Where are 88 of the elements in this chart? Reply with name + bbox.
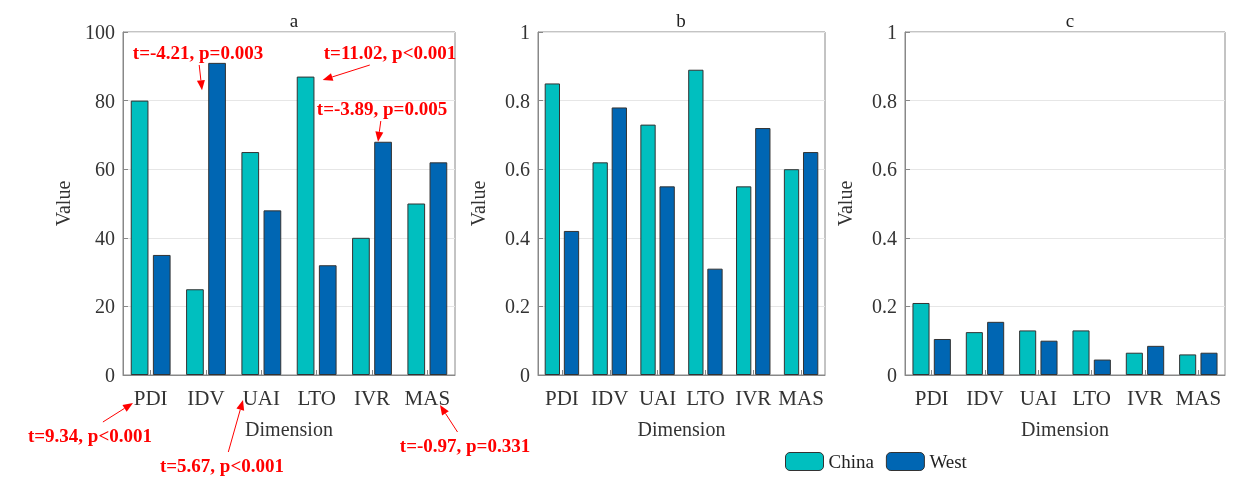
y-tick-label: 1 — [520, 21, 530, 43]
y-tick-label: 0.6 — [505, 158, 530, 181]
y-tick-label: 0.8 — [505, 89, 530, 112]
bar — [640, 124, 656, 375]
chart-title: c — [1065, 10, 1075, 31]
y-tick-label: 80 — [95, 89, 115, 112]
bar — [241, 152, 260, 375]
bar — [1179, 354, 1197, 375]
x-tick-label: MAS — [778, 385, 824, 410]
bar — [592, 162, 608, 375]
x-tick-label: MAS — [404, 385, 451, 410]
x-tick-label: IDV — [966, 385, 1004, 410]
bar — [736, 186, 752, 375]
bar — [318, 265, 337, 375]
bar — [208, 62, 226, 375]
bar — [965, 332, 983, 375]
y-tick-label: 0 — [520, 364, 530, 386]
x-tick-label: LTO — [686, 385, 725, 410]
bar — [933, 338, 951, 375]
bar — [1125, 352, 1143, 375]
bar — [429, 162, 448, 375]
chart-title: a — [289, 10, 299, 31]
x-tick-label: PDI — [544, 385, 579, 410]
bar — [352, 237, 370, 375]
bar — [987, 321, 1005, 375]
bar — [152, 254, 171, 375]
bar — [912, 302, 930, 375]
bar — [783, 169, 800, 375]
x-tick-label: UAI — [638, 385, 677, 410]
bar — [130, 100, 149, 375]
x-tick-label: IDV — [591, 385, 629, 410]
bar — [1147, 345, 1165, 375]
bar — [755, 128, 771, 375]
bar — [186, 289, 204, 375]
y-axis-title: Value — [467, 180, 489, 227]
y-tick-label: 0.4 — [872, 226, 897, 249]
y-tick-label: 0.4 — [505, 226, 530, 249]
y-axis-title: Value — [52, 180, 74, 227]
bar — [1200, 352, 1218, 375]
x-axis-title: Dimension — [245, 418, 333, 440]
bar — [688, 69, 704, 375]
text: t=-0.97, p=0.331 — [399, 434, 531, 456]
annotation: t=-4.21, p=0.003 — [132, 41, 264, 63]
x-tick-label: IVR — [735, 385, 772, 410]
x-tick-label: IVR — [353, 385, 391, 410]
bar — [707, 268, 723, 375]
text: t=9.34, p<0.001 — [27, 424, 153, 446]
y-tick-label: 20 — [95, 295, 115, 318]
bar — [611, 107, 627, 375]
x-tick-label: PDI — [914, 385, 949, 410]
y-tick-label: 60 — [95, 158, 115, 181]
bar — [544, 83, 560, 375]
y-tick-label: 0.2 — [505, 295, 530, 318]
bar — [296, 76, 315, 375]
y-tick-label: 0.2 — [872, 295, 897, 318]
bar — [563, 230, 580, 375]
chart-title: b — [676, 10, 686, 31]
x-tick-label: LTO — [1072, 385, 1111, 410]
legend-label: China — [828, 451, 875, 472]
legend-label: West — [929, 451, 968, 472]
x-tick-label: MAS — [1175, 385, 1222, 410]
bar — [263, 210, 282, 375]
y-tick-label: 0 — [887, 364, 897, 386]
x-tick-label: UAI — [242, 385, 280, 410]
bar — [407, 203, 426, 375]
x-tick-label: PDI — [133, 385, 168, 410]
x-tick-label: IDV — [187, 385, 225, 410]
bar — [1040, 340, 1058, 375]
x-axis-title: Dimension — [1021, 418, 1109, 440]
bar — [1019, 330, 1037, 375]
bar — [1072, 330, 1090, 375]
y-axis-title: Value — [834, 180, 856, 227]
y-tick-label: 100 — [85, 21, 115, 43]
y-tick-label: 0.6 — [872, 158, 897, 181]
x-axis-title: Dimension — [637, 418, 726, 440]
bar — [1093, 359, 1111, 375]
annotation: t=11.02, p<0.001 — [323, 41, 457, 63]
y-tick-label: 0 — [105, 364, 115, 386]
x-tick-label: IVR — [1126, 385, 1164, 410]
text: t=5.67, p<0.001 — [159, 454, 285, 476]
x-tick-label: UAI — [1019, 385, 1057, 410]
bar — [803, 152, 819, 375]
y-tick-label: 1 — [887, 21, 897, 43]
x-tick-label: LTO — [297, 385, 336, 410]
y-tick-label: 0.8 — [872, 89, 897, 112]
bar — [659, 186, 675, 375]
annotation: t=-3.89, p=0.005 — [316, 97, 448, 119]
y-tick-label: 40 — [95, 226, 115, 249]
